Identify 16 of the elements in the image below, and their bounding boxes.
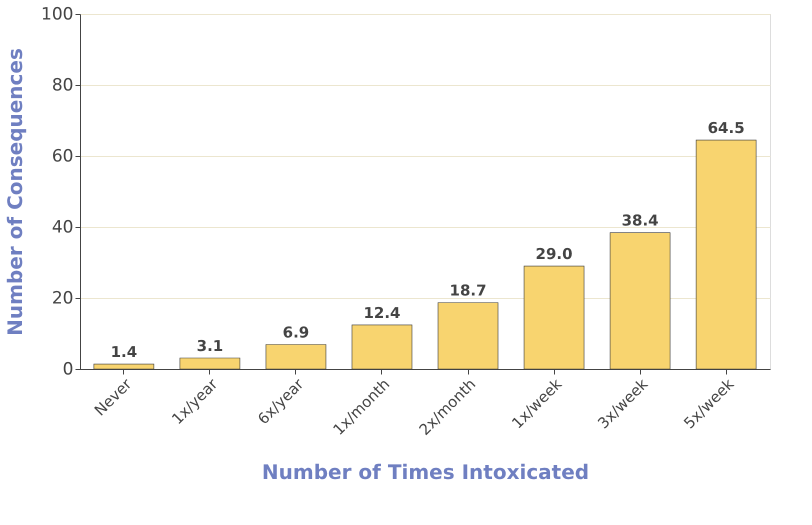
data-label: 18.7 xyxy=(450,282,487,300)
data-label: 64.5 xyxy=(708,119,745,138)
y-tick-label: 60 xyxy=(52,146,74,166)
y-tick-label: 80 xyxy=(52,76,74,96)
data-label: 12.4 xyxy=(363,304,400,322)
data-label: 38.4 xyxy=(622,212,659,230)
data-label: 29.0 xyxy=(536,245,573,264)
data-label: 6.9 xyxy=(282,324,310,342)
y-axis-title: Number of Consequences xyxy=(3,48,28,336)
x-axis-title: Number of Times Intoxicated xyxy=(262,460,590,484)
data-label: 3.1 xyxy=(196,336,224,355)
y-tick-label: 100 xyxy=(41,4,74,24)
y-tick-label: 0 xyxy=(62,360,74,380)
y-tick-label: 40 xyxy=(52,218,74,238)
data-label: 1.4 xyxy=(110,343,138,362)
y-tick-label: 20 xyxy=(52,288,74,308)
